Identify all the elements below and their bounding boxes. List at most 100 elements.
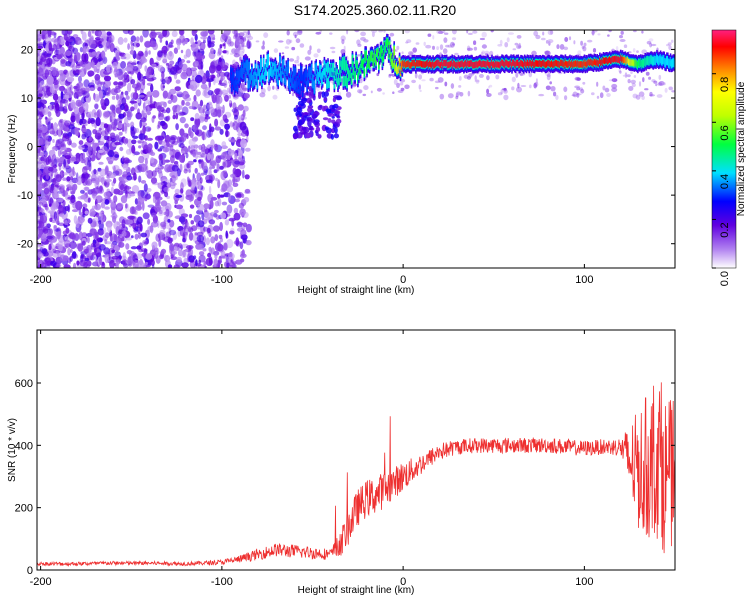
noise-blob (234, 152, 238, 160)
noise-blob (115, 107, 122, 114)
noise-blob (55, 174, 62, 183)
noise-blob (427, 33, 432, 37)
noise-blob (219, 80, 222, 85)
noise-blob (240, 159, 246, 165)
noise-blob (242, 48, 245, 53)
noise-blob (239, 56, 242, 61)
noise-blob (167, 64, 174, 71)
noise-blob (122, 252, 126, 260)
noise-blob (190, 70, 197, 77)
noise-blob (626, 74, 631, 78)
noise-blob (158, 238, 162, 248)
noise-blob (63, 239, 71, 247)
noise-blob (132, 222, 137, 230)
noise-blob (209, 160, 217, 166)
noise-blob (655, 83, 658, 87)
noise-blob (239, 241, 244, 250)
noise-blob (55, 217, 60, 225)
noise-blob (74, 114, 81, 122)
noise-blob (207, 90, 213, 96)
noise-blob (86, 236, 90, 244)
noise-blob (210, 236, 216, 244)
noise-blob (205, 109, 210, 117)
noise-blob (322, 117, 329, 121)
noise-blob (228, 100, 232, 104)
noise-blob (180, 71, 188, 80)
noise-blob (184, 123, 189, 129)
noise-blob (363, 85, 369, 91)
noise-blob (98, 127, 102, 131)
ridge-cell (365, 51, 367, 62)
noise-blob (439, 44, 444, 50)
noise-blob (67, 247, 71, 256)
noise-blob (219, 44, 223, 49)
noise-blob (58, 244, 63, 252)
noise-blob (115, 51, 120, 61)
noise-blob (136, 245, 142, 250)
noise-blob (88, 37, 94, 41)
noise-blob (216, 262, 220, 268)
noise-blob (214, 126, 222, 131)
noise-blob (220, 212, 227, 220)
noise-blob (150, 157, 155, 164)
noise-blob (207, 103, 213, 109)
noise-blob (37, 181, 40, 185)
noise-blob (81, 127, 87, 133)
noise-blob (48, 243, 52, 251)
noise-blob (229, 121, 233, 128)
noise-blob (177, 111, 186, 117)
noise-blob (195, 41, 198, 45)
noise-blob (206, 152, 211, 161)
noise-blob (117, 99, 121, 106)
noise-blob (91, 150, 96, 155)
noise-blob (37, 169, 42, 176)
noise-blob (57, 148, 62, 157)
noise-blob (233, 198, 241, 203)
noise-blob (95, 195, 103, 204)
noise-blob (666, 44, 670, 47)
noise-blob (40, 234, 47, 242)
noise-blob (188, 169, 191, 173)
noise-blob (334, 110, 341, 115)
noise-blob (175, 79, 181, 84)
noise-blob (520, 85, 527, 87)
noise-blob (162, 85, 165, 89)
noise-blob (209, 64, 216, 74)
noise-blob (194, 117, 201, 126)
noise-blob (117, 81, 124, 86)
noise-blob (188, 105, 195, 110)
noise-blob (596, 95, 600, 99)
noise-blob (62, 177, 67, 181)
noise-blob (240, 234, 248, 241)
noise-blob (90, 188, 94, 193)
noise-blob (88, 87, 95, 92)
noise-blob (37, 197, 40, 201)
noise-blob (194, 112, 200, 120)
noise-blob (92, 221, 97, 228)
noise-blob (58, 160, 63, 167)
noise-blob (52, 177, 57, 186)
noise-blob (641, 49, 647, 54)
noise-blob (37, 123, 42, 129)
noise-blob (241, 45, 247, 48)
noise-blob (556, 44, 560, 49)
noise-blob (121, 230, 127, 237)
noise-blob (221, 183, 228, 192)
noise-blob (75, 220, 80, 228)
noise-blob (99, 237, 103, 243)
noise-blob (126, 250, 133, 255)
noise-blob (158, 34, 164, 39)
noise-blob (549, 81, 552, 85)
noise-blob (81, 96, 86, 104)
noise-blob (81, 111, 85, 121)
noise-blob (193, 159, 197, 163)
noise-blob (208, 80, 211, 88)
noise-blob (82, 213, 86, 218)
noise-blob (138, 155, 145, 164)
noise-blob (217, 47, 222, 56)
noise-blob (139, 163, 147, 173)
noise-blob (243, 93, 250, 99)
noise-blob (169, 229, 177, 236)
